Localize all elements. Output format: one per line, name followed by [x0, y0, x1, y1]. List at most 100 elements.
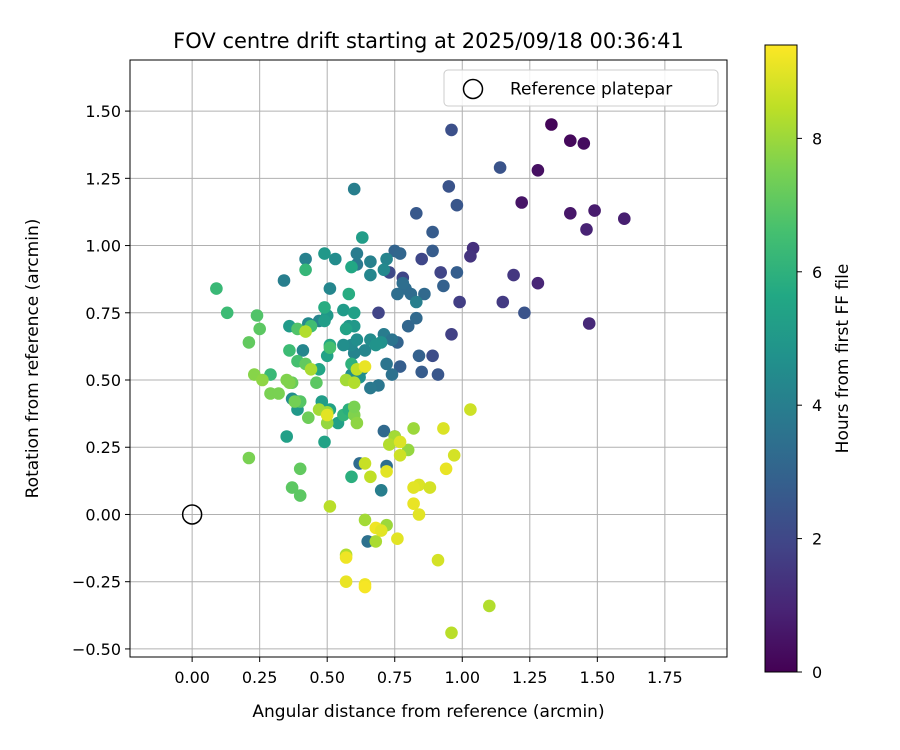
data-point: [380, 465, 393, 478]
data-point: [358, 360, 372, 373]
data-point: [434, 266, 448, 279]
y-axis-label: Rotation from reference (arcmin): [23, 219, 43, 499]
data-point: [242, 336, 256, 349]
data-point: [545, 118, 558, 131]
colorbar-ticks: 0 2 4 6 8: [797, 129, 822, 682]
data-point: [577, 137, 591, 150]
data-point: [564, 134, 577, 147]
x-axis-ticks: 0.00 0.25 0.50 0.75 1.00 1.25 1.50 1.75: [174, 657, 683, 687]
data-point: [531, 276, 545, 290]
data-point: [588, 204, 601, 217]
data-point: [383, 438, 396, 451]
data-point: [437, 279, 450, 293]
data-point: [415, 365, 429, 379]
reference-point: [181, 504, 203, 525]
data-point: [515, 196, 528, 209]
data-point: [464, 249, 477, 263]
data-point: [293, 489, 307, 502]
chart-title: FOV centre drift starting at 2025/09/18 …: [173, 29, 684, 53]
colorbar-tick-label: 8: [812, 129, 822, 148]
reference-platepar-marker: [181, 504, 203, 525]
data-point: [347, 400, 361, 414]
data-point: [329, 252, 342, 266]
data-point: [391, 532, 404, 545]
data-point: [358, 344, 372, 357]
y-tick-label: −0.50: [72, 640, 121, 659]
data-point: [518, 306, 531, 320]
y-tick-label: 1.00: [85, 237, 121, 256]
data-point: [431, 368, 445, 381]
data-point: [410, 295, 423, 309]
data-point: [256, 373, 269, 387]
data-point: [450, 198, 464, 212]
data-point: [412, 349, 426, 363]
data-point: [385, 368, 399, 381]
data-point: [377, 263, 391, 277]
x-tick-label: 1.25: [512, 668, 548, 687]
data-point: [347, 182, 361, 196]
data-point: [618, 212, 631, 225]
y-axis-ticks: −0.50 −0.25 0.00 0.25 0.50 0.75 1.00 1.25 1.50: [72, 102, 130, 659]
data-point: [364, 381, 377, 395]
y-tick-label: 0.75: [85, 304, 121, 323]
data-point: [439, 462, 453, 476]
data-point: [283, 344, 296, 357]
data-point: [374, 524, 388, 537]
data-point: [350, 333, 364, 347]
data-point: [464, 403, 477, 416]
plot-frame: [129, 59, 728, 658]
y-tick-label: 0.00: [85, 505, 121, 524]
data-point: [385, 333, 399, 347]
data-point: [350, 416, 364, 430]
data-point: [580, 223, 593, 236]
data-point: [415, 252, 429, 266]
data-point: [299, 252, 312, 266]
data-point: [531, 164, 545, 177]
data-point: [447, 449, 461, 462]
data-point: [445, 626, 458, 640]
data-point: [302, 411, 315, 425]
data-point: [358, 513, 372, 527]
data-point: [339, 322, 353, 336]
data-point: [350, 247, 364, 260]
data-point: [412, 508, 426, 521]
data-point: [426, 244, 439, 258]
data-point: [410, 311, 423, 325]
colorbar-gradient: [764, 44, 798, 673]
data-point: [453, 295, 466, 309]
data-point: [396, 276, 410, 290]
data-point: [345, 470, 358, 484]
colorbar-tick-label: 6: [812, 263, 822, 282]
data-point: [401, 319, 415, 333]
data-point: [280, 430, 294, 443]
data-point: [320, 408, 334, 422]
data-point: [337, 338, 350, 352]
data-point: [393, 360, 407, 373]
data-point: [369, 535, 383, 548]
data-point: [364, 268, 377, 282]
data-point: [337, 303, 350, 317]
data-point: [374, 484, 388, 497]
x-tick-label: 0.75: [377, 668, 413, 687]
legend-box: [443, 69, 719, 107]
data-point: [253, 322, 266, 336]
x-tick-label: 0.00: [174, 668, 210, 687]
data-point: [318, 301, 331, 314]
data-point: [299, 263, 312, 277]
y-tick-label: 0.25: [85, 438, 121, 457]
data-point: [418, 287, 431, 301]
data-point: [323, 282, 337, 295]
data-point: [393, 435, 407, 449]
data-point: [445, 328, 458, 341]
data-point: [323, 500, 337, 513]
data-point: [310, 376, 323, 390]
data-point: [564, 207, 577, 220]
data-point: [296, 344, 310, 357]
data-point: [220, 306, 234, 320]
legend-label: Reference platepar: [510, 80, 672, 100]
data-point: [304, 363, 318, 376]
data-point: [356, 231, 369, 244]
data-point: [318, 247, 331, 260]
data-point: [283, 376, 296, 390]
grid: [130, 60, 727, 657]
